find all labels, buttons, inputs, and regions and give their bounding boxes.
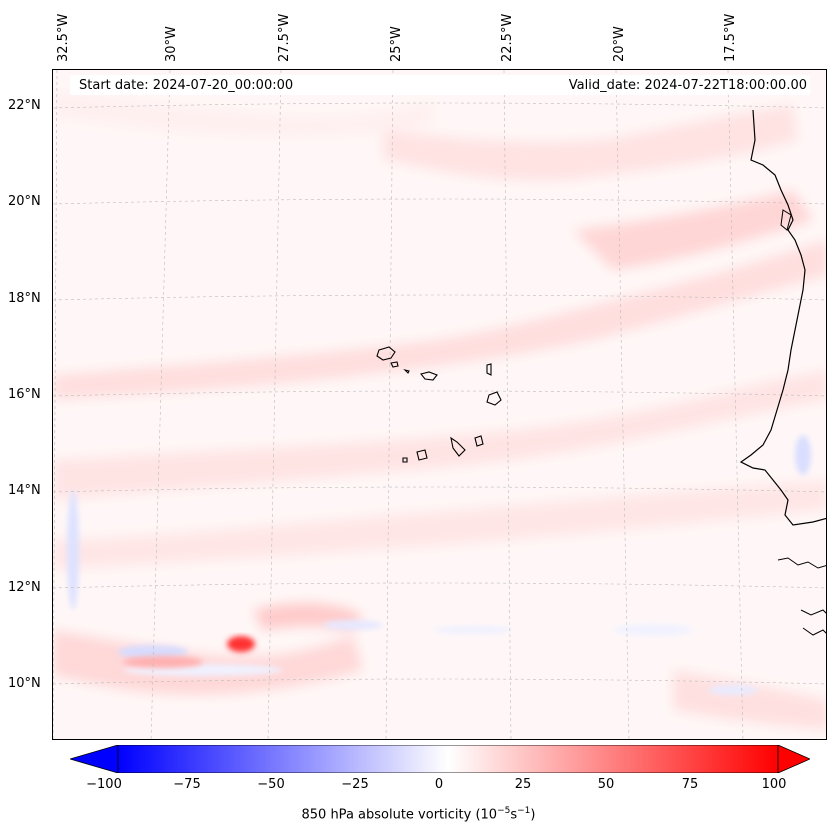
lon-label-27.5w: 27.5°W [277,13,292,62]
lat-label-12n: 12°N [8,580,41,595]
cbar-title-exp1: −5 [497,806,511,816]
colorbar-gradient [68,744,811,774]
cbar-tick-25: 25 [514,777,532,792]
start-date-label: Start date: 2024-07-20_00:00:00 [79,78,294,93]
lon-label-20w: 20°W [612,26,627,62]
lon-label-17.5w: 17.5°W [723,13,738,62]
lat-label-16n: 16°N [8,387,41,402]
colorbar [68,744,811,774]
lon-label-22.5w: 22.5°W [500,13,515,62]
valid-date-label: Valid_date: 2024-07-22T18:00:00.00 [568,78,807,93]
colorbar-ticks: −100 −75 −50 −25 0 25 50 75 100 [0,777,837,797]
lat-label-14n: 14°N [8,483,41,498]
lon-label-32.5w: 32.5°W [56,13,71,62]
lon-label-25w: 25°W [389,26,404,62]
lon-label-30w: 30°W [164,26,179,62]
cbar-title-mid: s [510,807,518,823]
cbar-tick-neg75: −75 [173,777,201,792]
lat-label-10n: 10°N [8,676,41,691]
cbar-tick-0: 0 [434,777,444,792]
vorticity-field [53,70,826,739]
cbar-tick-75: 75 [681,777,699,792]
cbar-title-main: 850 hPa absolute vorticity (10 [301,807,498,823]
cbar-tick-neg100: −100 [86,777,122,792]
map-panel [52,69,827,740]
cbar-tick-100: 100 [761,777,787,792]
cbar-tick-neg25: −25 [341,777,369,792]
coastline [739,109,826,526]
lat-label-18n: 18°N [8,291,41,306]
cbar-tick-50: 50 [597,777,615,792]
cbar-title-exp2: −1 [517,806,531,816]
cbar-title-end: ) [530,807,536,823]
lat-label-20n: 20°N [8,194,41,209]
lat-label-22n: 22°N [8,98,41,113]
cbar-tick-neg50: −50 [257,777,285,792]
colorbar-title: 850 hPa absolute vorticity (10−5s−1) [0,806,837,822]
date-header-box [70,75,810,95]
